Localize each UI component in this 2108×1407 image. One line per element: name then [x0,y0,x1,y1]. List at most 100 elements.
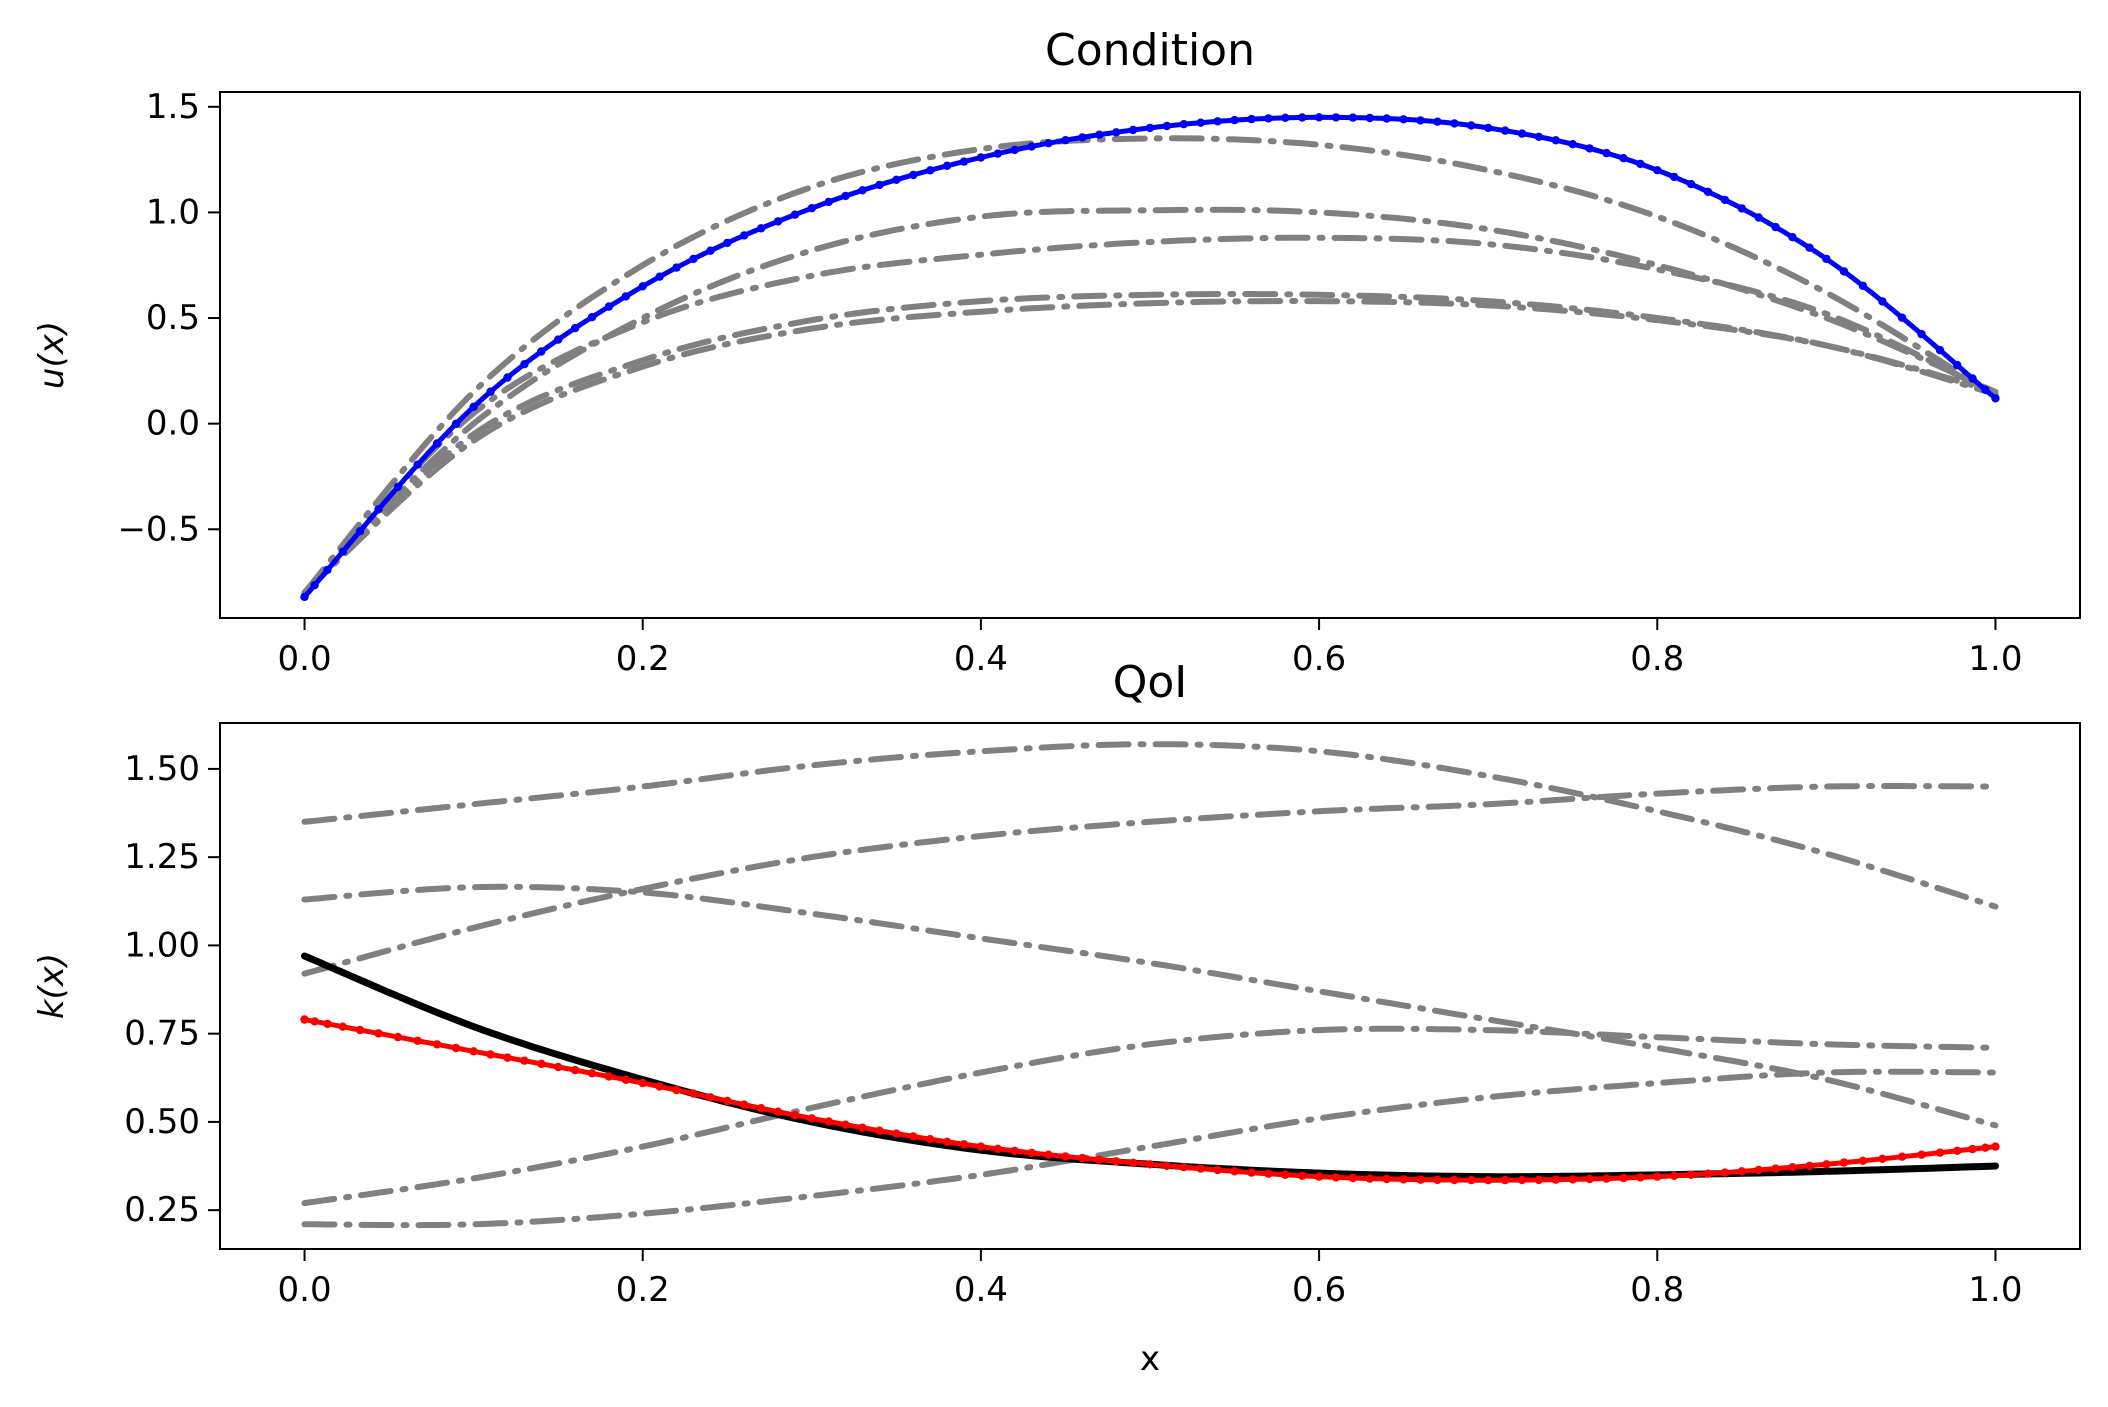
series-point-red [672,1085,681,1095]
series-point-blue [537,347,546,356]
x-tick-label: 0.4 [954,639,1008,679]
series-point-red [587,1069,597,1078]
condition-axes-frame [219,91,2081,619]
series-line-gray-4 [301,1068,1999,1229]
series-point-blue [1551,136,1561,145]
series-point-blue [1953,360,1962,370]
series-point-red [1551,1175,1561,1184]
series-point-blue [621,292,630,301]
series-point-blue [1991,394,2000,403]
series-point-blue [790,210,800,219]
x-tick-label: 1.0 [1968,1270,2022,1310]
series-point-red [790,1110,800,1120]
series-point-blue [926,166,935,175]
series-point-red [1213,1165,1222,1175]
series-point-blue [1298,113,1307,122]
series-point-blue [374,505,383,514]
series-point-blue [1399,115,1408,124]
series-point-blue [841,191,850,201]
series-point-red [926,1135,935,1144]
series-point-red [1247,1168,1256,1177]
x-tick-label: 0.6 [1292,639,1346,679]
series-point-blue [1112,128,1121,137]
series-point-red [1500,1175,1510,1185]
series-point-red [1917,1150,1926,1159]
series-point-red [892,1129,901,1138]
series-point-red [1348,1173,1358,1183]
series-point-red [1382,1174,1391,1184]
series-line-gray-3 [301,1025,1999,1207]
series-point-blue [587,313,597,322]
series-point-red [451,1043,461,1053]
series-point-blue [1585,144,1594,153]
series-point-blue [1686,179,1696,189]
qoi-xlabel: x [1140,1339,1160,1379]
series-point-blue [1484,123,1493,133]
series-line-gray-1 [301,883,1999,1129]
series-point-blue [1416,116,1425,125]
series-point-red [1264,1169,1273,1178]
series-point-blue [1078,133,1087,142]
series-point-red [1517,1175,1527,1185]
series-point-blue [503,373,512,382]
x-tick-label: 0.0 [278,639,332,679]
series-point-blue [554,335,563,344]
condition-ylabel: u(x) [32,321,72,389]
series-point-red [1534,1175,1544,1185]
y-tick-label: 0.0 [146,404,200,444]
x-tick-label: 0.2 [616,639,670,679]
series-point-red [604,1072,614,1081]
series-point-red [1897,1152,1907,1161]
series-point-red [1839,1158,1849,1167]
series-point-blue [723,238,732,248]
series-point-blue [1331,113,1341,122]
qoi-title: QoI [1113,657,1188,708]
series-point-red [374,1029,383,1038]
series-point-blue [1897,313,1907,322]
series-point-red [1953,1146,1962,1156]
series-point-red [1602,1174,1611,1183]
series-point-blue [1281,113,1290,123]
series-point-blue [1027,142,1036,151]
series-point-red [1484,1176,1493,1185]
series-point-red [413,1036,422,1046]
series-point-red [1433,1175,1442,1185]
series-point-blue [338,547,347,556]
series-point-red [486,1050,495,1059]
series-point-blue [638,282,647,291]
series-point-blue [875,180,884,190]
series-point-blue [655,272,664,281]
series-point-blue [1314,113,1324,122]
y-tick-label: 1.25 [124,837,200,877]
series-point-red [1112,1157,1121,1166]
series-point-red [1145,1160,1155,1169]
series-point-red [1619,1173,1628,1183]
x-tick-label: 0.8 [1630,639,1684,679]
series-point-red [773,1107,783,1116]
series-point-red [1078,1153,1087,1163]
series-line-gray-4 [301,298,1999,596]
series-point-red [355,1025,365,1035]
series-point-red [706,1093,715,1102]
series-point-red [520,1056,529,1065]
series-point-red [300,1015,309,1024]
y-tick-label: 0.25 [124,1190,200,1230]
series-point-blue [1230,115,1239,125]
series-point-blue [1467,121,1476,130]
series-point-blue [942,161,952,170]
series-point-blue [807,204,816,213]
series-point-blue [1653,166,1662,175]
qoi-panel: 0.0 0.2 0.4 0.6 0.8 1.0 0.25 0.50 0.75 1.00 1.25 1.… [32,657,2081,1379]
series-point-blue [756,224,766,233]
y-tick-label: 1.5 [146,87,200,127]
series-point-red [503,1053,512,1062]
series-point-blue [1382,114,1391,123]
series-point-blue [323,565,332,575]
series-point-red [310,1017,319,1026]
series-point-blue [1878,297,1887,306]
series-point-red [909,1132,918,1141]
series-point-red [976,1142,986,1151]
series-line-gray-2 [301,234,1999,596]
series-point-blue [1061,136,1070,145]
series-point-red [1095,1155,1104,1164]
